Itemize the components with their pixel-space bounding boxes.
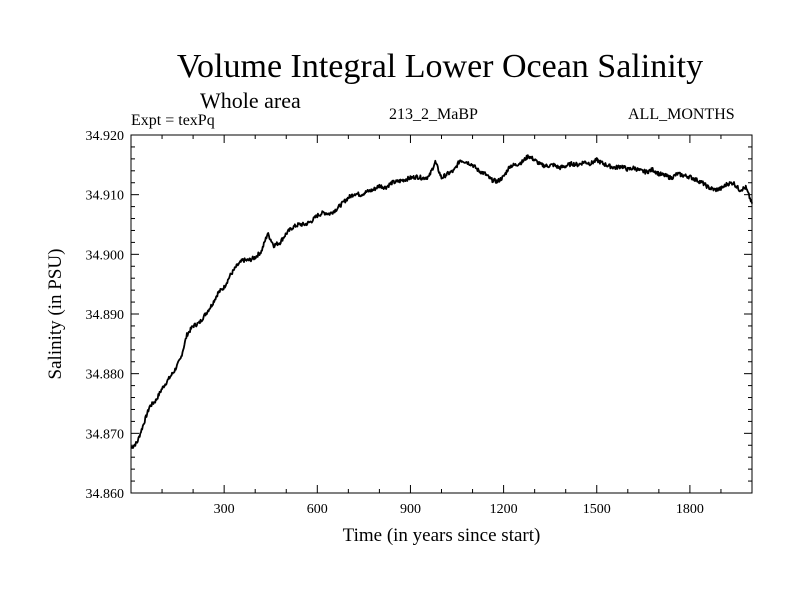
y-tick-label: 34.920: [86, 129, 125, 144]
months-label: ALL_MONTHS: [628, 106, 735, 123]
x-tick-label: 1500: [583, 502, 611, 517]
x-tick-label: 900: [400, 502, 421, 517]
experiment-label: Expt = texPq: [131, 112, 215, 129]
plot-frame: [130, 134, 753, 494]
y-tick-label: 34.910: [86, 189, 125, 204]
y-tick-label: 34.900: [86, 248, 125, 263]
x-axis-label: Time (in years since start): [343, 525, 541, 546]
run-id-label: 213_2_MaBP: [389, 106, 478, 123]
y-tick-label: 34.890: [86, 308, 125, 323]
x-tick-label: 300: [214, 502, 235, 517]
series-line: [130, 154, 753, 449]
x-tick-label: 1800: [676, 502, 704, 517]
chart-subtitle: Whole area: [200, 88, 301, 113]
y-tick-label: 34.860: [86, 487, 125, 502]
y-tick-label: 34.880: [86, 368, 125, 383]
x-tick-label: 600: [307, 502, 328, 517]
x-tick-label: 1200: [490, 502, 518, 517]
chart-title: Volume Integral Lower Ocean Salinity: [176, 48, 704, 85]
y-axis-label: Salinity (in PSU): [45, 249, 66, 380]
y-tick-label: 34.870: [86, 427, 125, 442]
